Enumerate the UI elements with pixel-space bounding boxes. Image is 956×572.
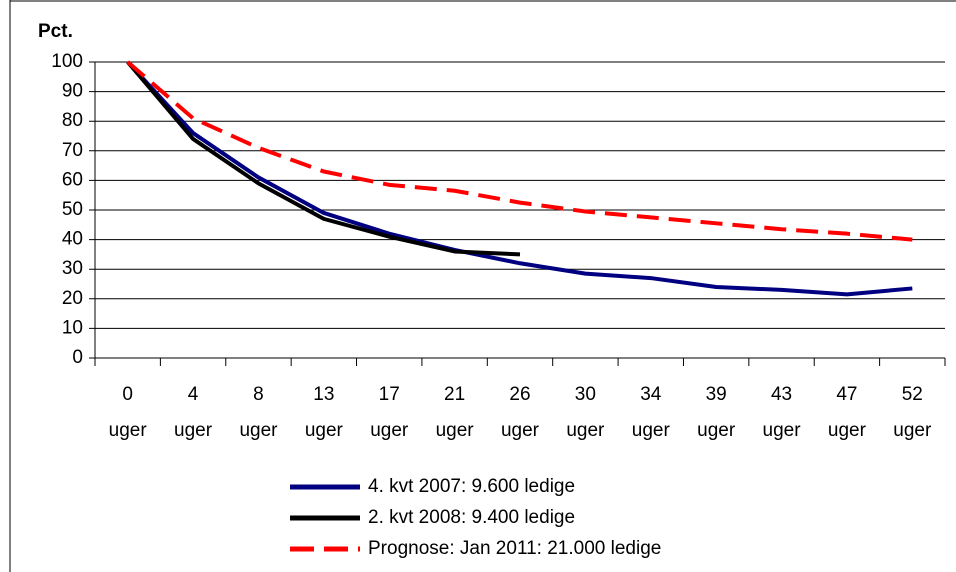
x-tick-label: 47 uger <box>827 384 866 441</box>
y-tick-label: 20 <box>62 288 83 309</box>
x-tick-label: 43 uger <box>762 384 801 441</box>
y-axis-title: Pct. <box>38 21 73 42</box>
x-tick-label: 8 uger <box>239 384 278 441</box>
y-tick-label: 70 <box>62 140 83 161</box>
x-tick-label: 13 uger <box>304 384 343 441</box>
y-tick-label: 30 <box>62 258 83 279</box>
y-tick-label: 50 <box>62 199 83 220</box>
y-tick-label: 40 <box>62 229 83 250</box>
y-tick-label: 100 <box>51 51 83 72</box>
x-tick-label: 21 uger <box>435 384 474 441</box>
x-tick-label: 52 uger <box>893 384 932 441</box>
legend-label: 4. kvt 2007: 9.600 ledige <box>368 476 575 497</box>
x-tick-label: 39 uger <box>697 384 736 441</box>
y-tick-label: 80 <box>62 110 83 131</box>
y-tick-label: 60 <box>62 169 83 190</box>
x-tick-label: 26 uger <box>500 384 540 441</box>
x-tick-label: 0 uger <box>108 384 147 441</box>
series-line <box>126 60 521 257</box>
y-tick-label: 90 <box>62 81 83 102</box>
y-tick-label: 0 <box>72 347 83 368</box>
series-line <box>126 60 913 242</box>
legend-label: Prognose: Jan 2011: 21.000 ledige <box>368 538 661 559</box>
x-tick-label: 4 uger <box>174 384 213 441</box>
y-tick-label: 10 <box>62 317 83 338</box>
x-tick-label: 30 uger <box>566 384 605 441</box>
legend-label: 2. kvt 2008: 9.400 ledige <box>368 507 575 528</box>
x-tick-label: 17 uger <box>370 384 409 441</box>
series-line <box>126 60 913 297</box>
x-tick-label: 34 uger <box>631 384 670 441</box>
